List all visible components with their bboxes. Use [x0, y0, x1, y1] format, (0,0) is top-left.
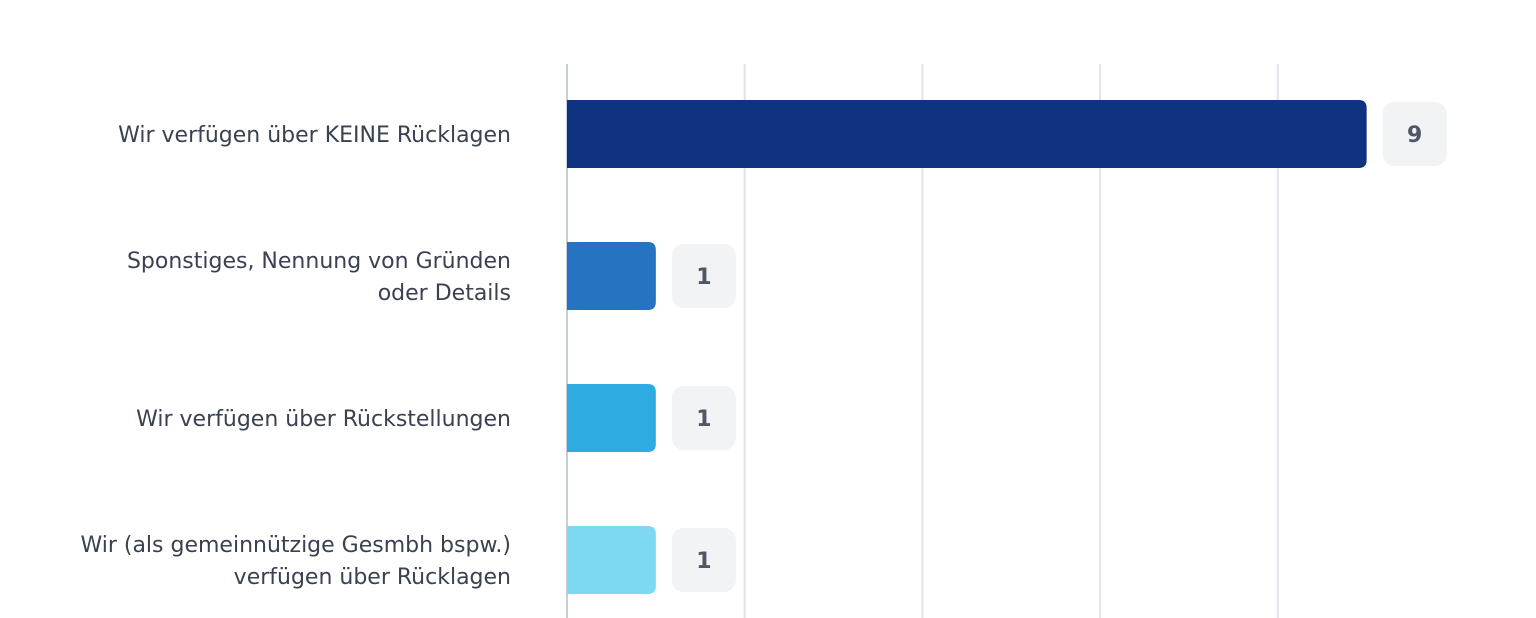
value-label-box: [671, 386, 736, 450]
value-labels: 9 1 1 1: [671, 102, 1447, 592]
category-label: Wir (als gemeinnützige Gesmbh bspw.): [80, 533, 511, 558]
category-label: oder Details: [378, 281, 511, 306]
bar: [567, 242, 656, 310]
value-label: 1: [696, 549, 711, 574]
value-label: 9: [1407, 123, 1422, 148]
category-label: Sponstiges, Nennung von Gründen: [127, 249, 511, 274]
bar: [567, 526, 656, 594]
value-label-box: [1382, 102, 1447, 166]
bars: [567, 100, 1367, 594]
value-label-box: [671, 244, 736, 308]
category-labels: Wir verfügen über KEINE Rücklagen Sponsti…: [80, 123, 511, 590]
bar: [567, 384, 656, 452]
value-label: 1: [696, 265, 711, 290]
value-label: 1: [696, 407, 711, 432]
value-label-box: [671, 528, 736, 592]
bar: [567, 100, 1367, 168]
category-label: Wir verfügen über Rückstellungen: [136, 407, 511, 432]
category-label: verfügen über Rücklagen: [234, 565, 511, 590]
category-label: Wir verfügen über KEINE Rücklagen: [118, 123, 511, 148]
